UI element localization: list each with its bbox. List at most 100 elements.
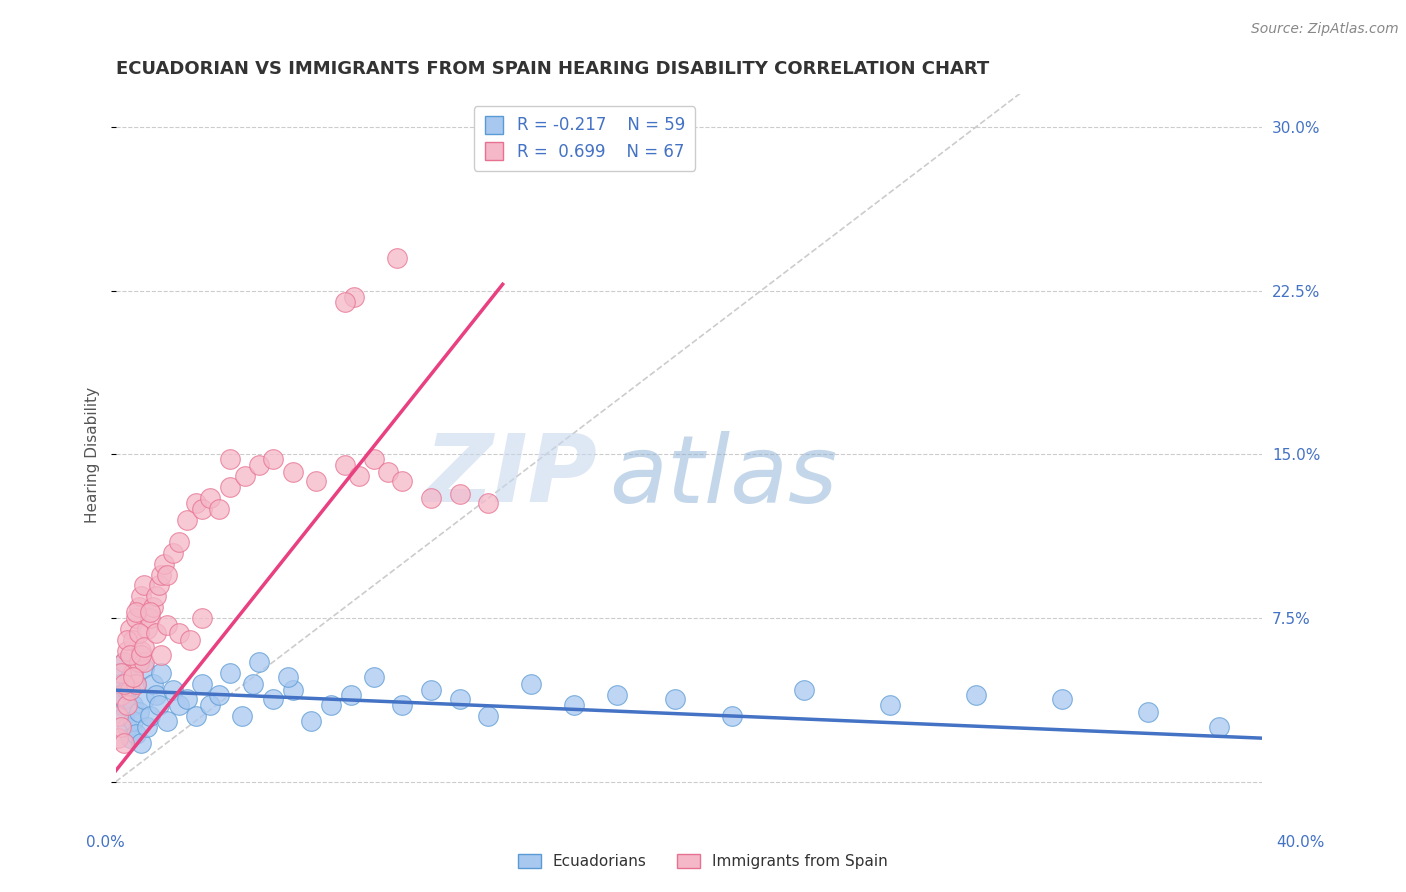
Point xyxy=(247,458,270,473)
Point xyxy=(190,502,212,516)
Point xyxy=(115,698,138,713)
Point xyxy=(420,491,443,505)
Point xyxy=(118,648,141,663)
Legend: R = -0.217    N = 59, R =  0.699    N = 67: R = -0.217 N = 59, R = 0.699 N = 67 xyxy=(474,106,696,170)
Point xyxy=(121,665,143,680)
Point xyxy=(139,611,162,625)
Point xyxy=(449,692,471,706)
Point xyxy=(562,698,585,713)
Point xyxy=(112,655,135,669)
Point xyxy=(1208,720,1230,734)
Point xyxy=(520,676,543,690)
Text: ECUADORIAN VS IMMIGRANTS FROM SPAIN HEARING DISABILITY CORRELATION CHART: ECUADORIAN VS IMMIGRANTS FROM SPAIN HEAR… xyxy=(115,60,988,78)
Point xyxy=(184,709,207,723)
Point xyxy=(115,683,138,698)
Point xyxy=(247,655,270,669)
Point xyxy=(342,290,364,304)
Point xyxy=(134,661,156,675)
Point xyxy=(299,714,322,728)
Point xyxy=(128,626,150,640)
Point xyxy=(262,451,284,466)
Point xyxy=(139,709,162,723)
Point xyxy=(156,617,179,632)
Point xyxy=(124,727,146,741)
Point xyxy=(124,676,146,690)
Point xyxy=(124,676,146,690)
Point xyxy=(167,626,190,640)
Y-axis label: Hearing Disability: Hearing Disability xyxy=(86,386,100,523)
Point xyxy=(112,692,135,706)
Point xyxy=(150,648,173,663)
Point xyxy=(333,458,356,473)
Point xyxy=(208,688,231,702)
Point xyxy=(139,605,162,619)
Point xyxy=(385,251,408,265)
Point xyxy=(112,655,135,669)
Point xyxy=(420,683,443,698)
Point xyxy=(219,665,242,680)
Point xyxy=(156,567,179,582)
Point xyxy=(131,644,153,658)
Point xyxy=(156,714,179,728)
Point xyxy=(190,611,212,625)
Point xyxy=(349,469,371,483)
Point xyxy=(167,698,190,713)
Text: Source: ZipAtlas.com: Source: ZipAtlas.com xyxy=(1251,22,1399,37)
Point xyxy=(190,676,212,690)
Point xyxy=(148,578,170,592)
Point xyxy=(115,720,138,734)
Point xyxy=(118,622,141,636)
Point xyxy=(128,600,150,615)
Point xyxy=(128,655,150,669)
Point xyxy=(184,495,207,509)
Point xyxy=(110,688,132,702)
Point xyxy=(110,720,132,734)
Point xyxy=(262,692,284,706)
Text: 40.0%: 40.0% xyxy=(1277,836,1324,850)
Point xyxy=(124,605,146,619)
Legend: Ecuadorians, Immigrants from Spain: Ecuadorians, Immigrants from Spain xyxy=(512,848,894,875)
Text: atlas: atlas xyxy=(609,431,837,522)
Point xyxy=(134,655,156,669)
Point xyxy=(305,474,328,488)
Point xyxy=(162,683,184,698)
Point xyxy=(145,688,167,702)
Point xyxy=(1050,692,1073,706)
Point xyxy=(219,480,242,494)
Point xyxy=(179,632,201,647)
Point xyxy=(200,491,222,505)
Point xyxy=(879,698,901,713)
Point xyxy=(118,683,141,698)
Point xyxy=(176,692,198,706)
Point xyxy=(176,513,198,527)
Point xyxy=(118,670,141,684)
Point xyxy=(112,709,135,723)
Point xyxy=(477,709,499,723)
Point xyxy=(283,683,305,698)
Point xyxy=(231,709,253,723)
Point xyxy=(208,502,231,516)
Point xyxy=(131,590,153,604)
Point xyxy=(793,683,815,698)
Point xyxy=(242,676,264,690)
Point xyxy=(107,709,129,723)
Point xyxy=(115,632,138,647)
Point xyxy=(150,665,173,680)
Text: 0.0%: 0.0% xyxy=(86,836,125,850)
Point xyxy=(148,698,170,713)
Point xyxy=(283,465,305,479)
Point xyxy=(131,735,153,749)
Point xyxy=(142,676,165,690)
Point xyxy=(664,692,686,706)
Point xyxy=(391,698,413,713)
Point xyxy=(363,670,385,684)
Point xyxy=(167,534,190,549)
Point xyxy=(150,567,173,582)
Point xyxy=(339,688,361,702)
Point xyxy=(136,622,159,636)
Point xyxy=(965,688,987,702)
Point xyxy=(1136,705,1159,719)
Point xyxy=(145,590,167,604)
Point xyxy=(131,648,153,663)
Point xyxy=(112,735,135,749)
